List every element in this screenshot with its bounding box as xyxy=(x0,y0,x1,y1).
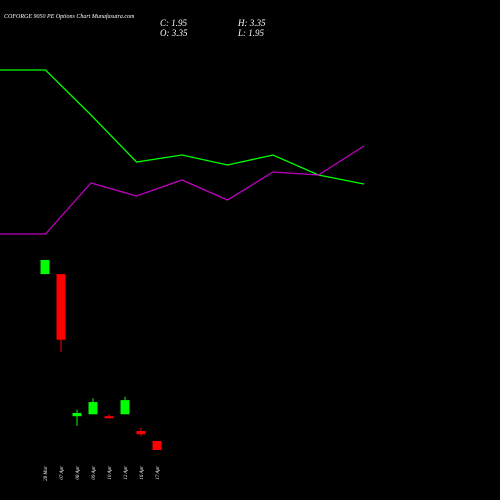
high-label: H: 3.35 xyxy=(237,18,266,28)
x-tick-label: 16 Apr xyxy=(140,466,145,480)
candle-body xyxy=(40,259,50,275)
candle-body xyxy=(72,412,82,417)
candle-body xyxy=(120,400,130,415)
candle-body xyxy=(104,416,114,419)
open-label: O: 3.35 xyxy=(160,28,188,38)
x-tick-label: 12 Apr xyxy=(124,466,129,480)
candle-body xyxy=(56,274,66,340)
indicator-line xyxy=(0,145,365,235)
candle-body xyxy=(136,430,146,435)
candle-body xyxy=(88,402,98,415)
x-tick-label: 28 Mar xyxy=(44,466,49,481)
chart-title: COFORGE 9050 PE Options Chart Munafasutr… xyxy=(4,13,135,20)
x-tick-label: 17 Apr xyxy=(156,466,161,480)
x-tick-label: 07 Apr xyxy=(60,466,65,480)
x-tick-label: 08 Apr xyxy=(76,466,81,480)
candle-body xyxy=(152,440,162,450)
x-tick-label: 10 Apr xyxy=(108,466,113,480)
x-tick-label: 09 Apr xyxy=(92,466,97,480)
low-label: L: 1.95 xyxy=(237,28,265,38)
indicator-line xyxy=(0,69,365,185)
close-label: C: 1.95 xyxy=(160,18,188,28)
